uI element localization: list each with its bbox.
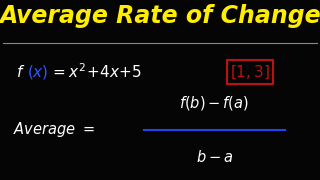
Text: $b-a$: $b-a$ <box>196 149 233 165</box>
Text: $= x^2\!+\!4x\!+\!5$: $= x^2\!+\!4x\!+\!5$ <box>50 63 142 81</box>
Text: $f$: $f$ <box>16 64 25 80</box>
Text: $(x)$: $(x)$ <box>27 63 49 81</box>
Text: Average Rate of Change: Average Rate of Change <box>0 4 320 28</box>
Text: $f(b)-f(a)$: $f(b)-f(a)$ <box>180 94 249 112</box>
Text: $[1,3]$: $[1,3]$ <box>230 63 270 81</box>
Text: $Average\ =$: $Average\ =$ <box>13 120 95 139</box>
